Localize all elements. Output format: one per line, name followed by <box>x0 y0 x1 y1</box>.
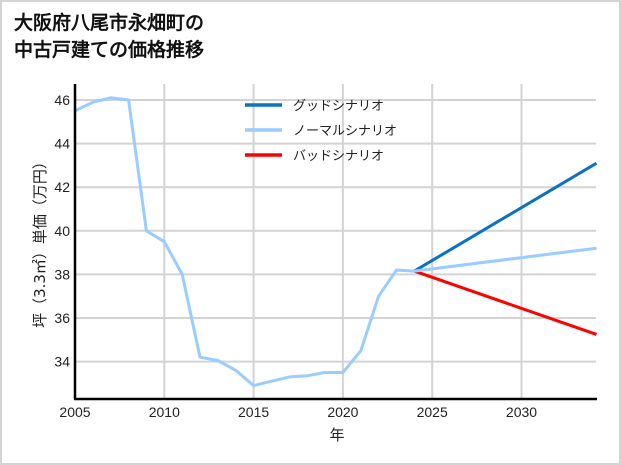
legend-label: グッドシナリオ <box>293 99 384 114</box>
legend-label: バッドシナリオ <box>293 149 384 164</box>
chart-title: 大阪府八尾市永畑町の 中古戸建ての価格推移 <box>14 10 204 64</box>
x-tick-label: 2005 <box>59 404 90 420</box>
x-tick-label: 2020 <box>327 404 358 420</box>
grid-lines <box>74 84 596 399</box>
y-tick-label: 40 <box>54 223 70 239</box>
x-tick-labels: 2005 2010 2015 2020 2025 2030 <box>59 404 537 420</box>
y-tick-label: 36 <box>54 310 70 326</box>
y-tick-label: 46 <box>54 92 70 108</box>
series-line <box>74 96 597 388</box>
y-tick-labels: 34 36 38 40 42 44 46 <box>54 92 70 370</box>
legend-label: ノーマルシナリオ <box>293 124 397 139</box>
series-line <box>413 269 597 336</box>
x-tick-label: 2015 <box>238 404 269 420</box>
y-tick-label: 44 <box>54 136 70 152</box>
x-tick-label: 2025 <box>417 404 448 420</box>
x-tick-label: 2030 <box>506 404 537 420</box>
y-tick-label: 38 <box>54 266 70 282</box>
data-lines <box>74 96 598 388</box>
chart-title-line2: 中古戸建ての価格推移 <box>14 39 205 61</box>
x-axis-label: 年 <box>329 426 344 444</box>
x-tick-label: 2010 <box>149 404 180 420</box>
y-axis-label: 坪（3.3㎡）単価（万円） <box>31 154 49 328</box>
series-line <box>413 161 598 273</box>
chart-title-line1: 大阪府八尾市永畑町の <box>14 12 205 34</box>
y-tick-label: 34 <box>54 354 70 370</box>
axes <box>73 84 597 401</box>
y-tick-label: 42 <box>54 179 70 195</box>
